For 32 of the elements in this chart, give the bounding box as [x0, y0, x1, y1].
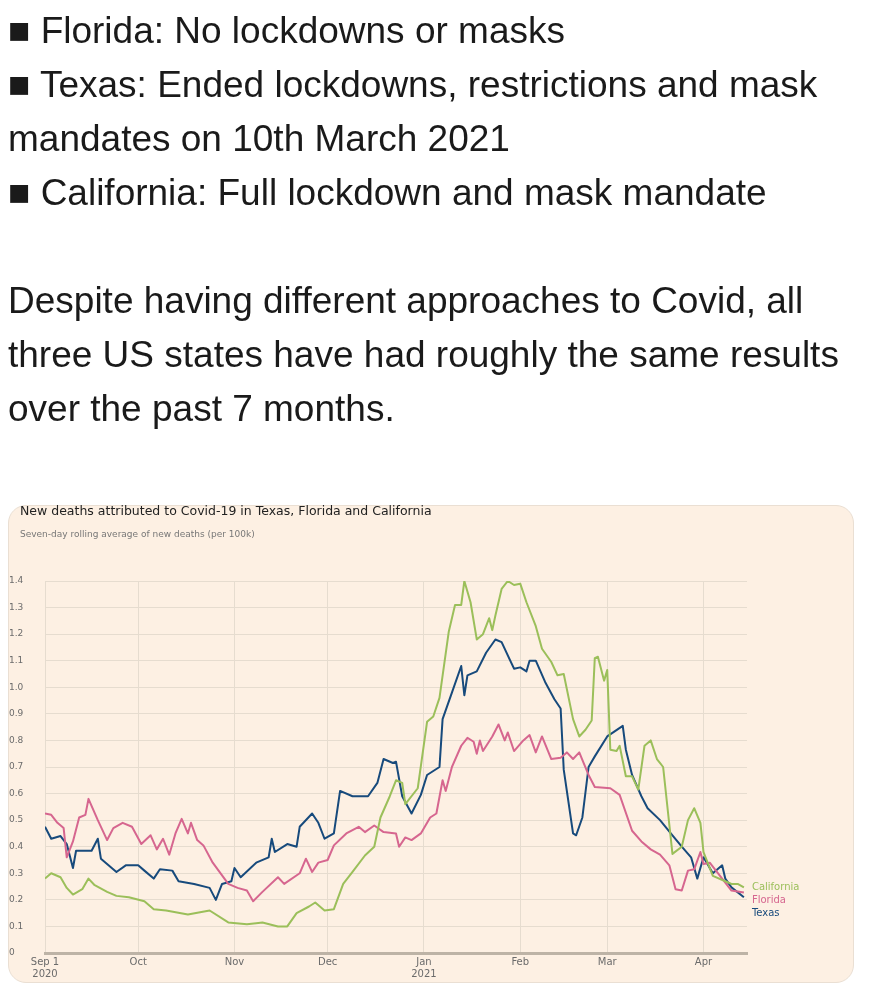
x-tick-label: Feb: [511, 955, 530, 967]
text: ■ Texas: Ended lockdowns, restrictions and mask mandates on 10th March 2021: [8, 63, 819, 161]
y-tick-label: 0.4: [9, 841, 24, 852]
chart-title: New deaths attributed to Covid-19 in Texas, Florida and California: [20, 503, 432, 518]
y-tick-label: 0.3: [9, 867, 24, 878]
series-label: Texas: [750, 906, 780, 918]
x-tick-label: Dec: [317, 955, 338, 967]
series-label: Florida: [751, 893, 786, 905]
x-tick-label: Apr: [694, 955, 714, 967]
y-tick-label: 0.7: [9, 761, 24, 772]
y-tick-label: 0.2: [9, 894, 24, 905]
text: ■ Florida: No lockdowns or masks: [8, 9, 566, 53]
chart-subtitle: Seven-day rolling average of new deaths (per 100k): [20, 529, 255, 539]
x-tick-label: Nov: [224, 955, 245, 967]
y-tick-label: 0.6: [9, 787, 24, 798]
x-tick-label: Oct: [129, 955, 147, 967]
y-tick-label: 1.3: [9, 601, 24, 612]
x-tick-label: Sep 1 2020: [30, 955, 60, 979]
y-tick-label: 0.9: [9, 708, 24, 719]
x-tick-label: Jan 2021: [411, 955, 437, 979]
x-tick-label: Mar: [597, 955, 618, 967]
text: Despite having different approaches to Covid, all three US states have had roughly the same results over the past 7 months.: [8, 279, 840, 431]
y-tick-label: 1.4: [9, 575, 24, 586]
y-tick-label: 1.2: [9, 628, 24, 639]
y-tick-label: 0: [9, 947, 15, 958]
y-tick-label: 1.1: [9, 655, 24, 666]
series-label: California: [751, 880, 800, 892]
y-tick-label: 0.1: [9, 920, 24, 931]
y-tick-label: 0.8: [9, 734, 24, 745]
y-tick-label: 0.5: [9, 814, 24, 825]
text: ■ California: Full lockdown and mask mandate: [8, 171, 768, 215]
y-tick-label: 1.0: [9, 681, 24, 692]
